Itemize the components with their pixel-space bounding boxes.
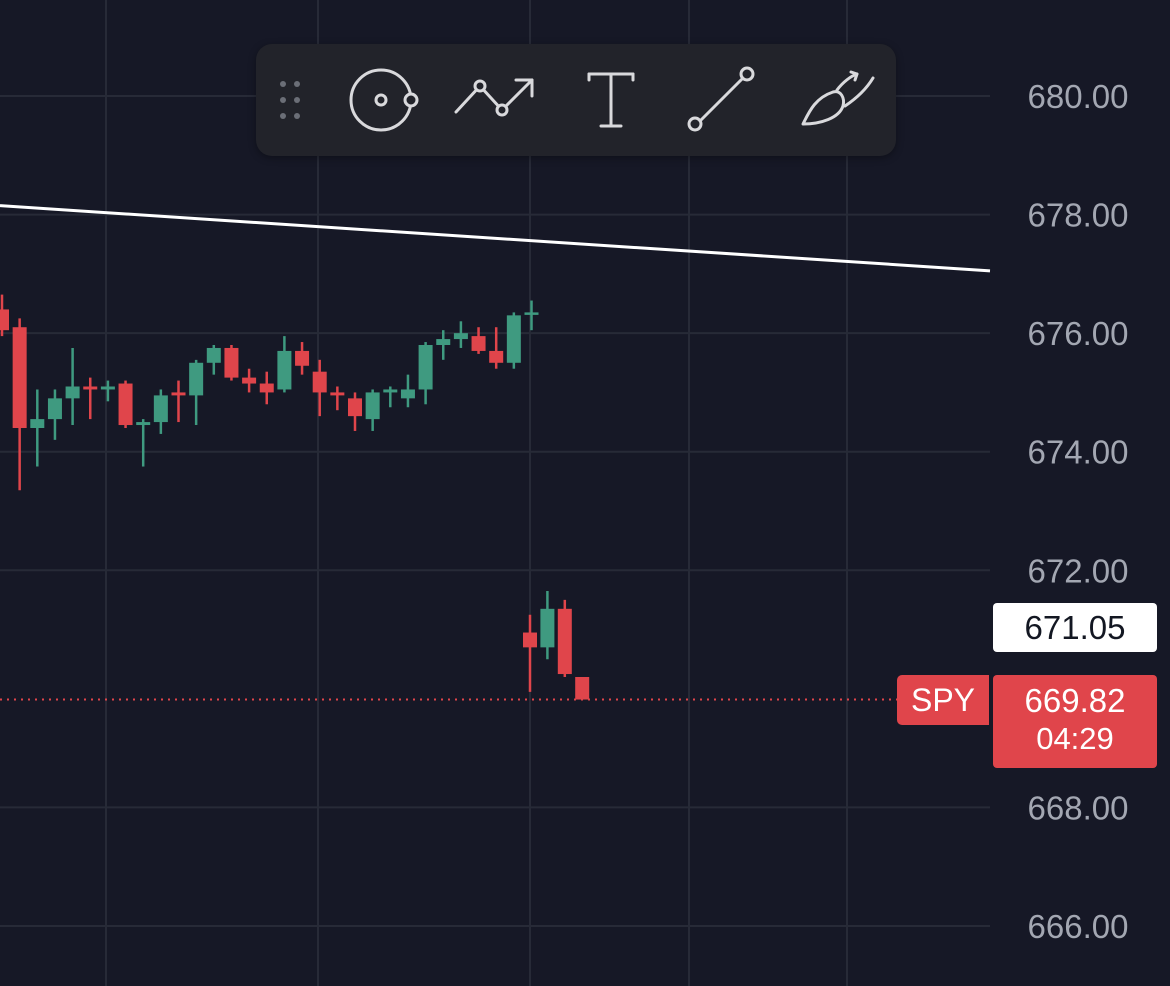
y-tick-label: 668.00: [1028, 789, 1129, 826]
last-price-value: 669.82: [1024, 682, 1126, 719]
candle-body: [242, 377, 257, 384]
candle-body: [224, 347, 239, 378]
candle-up: [189, 359, 204, 426]
overlays: [0, 204, 991, 701]
candle-body: [575, 676, 590, 700]
candle-up: [524, 300, 539, 331]
trend-line-icon[interactable]: [676, 44, 766, 156]
candle-down: [312, 359, 327, 417]
candle-body: [330, 392, 345, 396]
candle-up: [30, 389, 45, 467]
candle-body: [277, 350, 292, 390]
candle-down: [224, 344, 239, 381]
candle-body: [83, 386, 98, 390]
candle-down: [242, 368, 257, 393]
drawing-toolbar[interactable]: [256, 44, 896, 156]
candle-up: [418, 342, 433, 405]
candle-down: [330, 386, 345, 411]
candle-body: [118, 383, 133, 426]
candle-body: [206, 347, 221, 363]
candle-body: [189, 362, 204, 396]
candle-body: [171, 392, 186, 396]
candle-body: [30, 419, 45, 428]
candle-up: [206, 344, 221, 375]
candle-body: [12, 327, 27, 428]
candle-down: [259, 371, 274, 405]
candle-body: [557, 608, 572, 675]
candle-body: [383, 389, 398, 393]
candle-body: [348, 398, 362, 417]
candle-down: [118, 380, 133, 428]
candle-up: [65, 347, 80, 426]
candle-body: [365, 392, 380, 420]
candle-body: [47, 398, 62, 420]
y-tick-label: 676.00: [1028, 315, 1129, 352]
candles: [0, 294, 590, 700]
crosshair-price-label: 671.05: [993, 603, 1157, 652]
candle-body: [153, 395, 168, 423]
candle-body: [489, 350, 504, 363]
candle-up: [383, 386, 398, 408]
candle-body: [540, 608, 555, 648]
candle-up: [453, 321, 468, 348]
candle-up: [436, 330, 451, 360]
candle-up: [277, 336, 292, 393]
candle-body: [400, 389, 415, 399]
trendline[interactable]: [0, 204, 991, 273]
candle-body: [312, 371, 327, 393]
candle-down: [471, 327, 486, 354]
path-icon[interactable]: [450, 44, 540, 156]
candle-down: [12, 318, 27, 491]
candle-down: [575, 676, 590, 700]
price-axis[interactable]: 680.00 678.00 676.00 674.00 672.00 668.00 666.…: [1028, 78, 1129, 945]
candle-down: [523, 614, 537, 692]
y-tick-label: 672.00: [1028, 552, 1129, 589]
candle-up: [540, 591, 555, 660]
candle-body: [453, 333, 468, 340]
candle-up: [506, 312, 521, 369]
symbol-label: SPY: [897, 675, 989, 725]
drag-handle-icon[interactable]: [268, 44, 312, 156]
y-tick-label: 678.00: [1028, 197, 1129, 234]
brush-icon[interactable]: [792, 44, 882, 156]
candle-down: [83, 377, 98, 420]
candle-down: [295, 342, 310, 375]
text-tool-icon[interactable]: [566, 44, 656, 156]
candle-body: [506, 315, 521, 363]
candle-body: [65, 386, 80, 399]
candle-body: [471, 336, 486, 351]
candle-up: [47, 389, 62, 440]
candle-down: [348, 392, 362, 431]
candle-up: [136, 419, 151, 467]
candle-body: [0, 309, 9, 331]
candle-body: [295, 350, 310, 366]
candle-up: [153, 389, 168, 434]
candle-up: [365, 389, 380, 431]
candle-body: [100, 386, 115, 390]
candle-up: [400, 374, 415, 408]
candle-down: [171, 380, 186, 423]
candle-body: [136, 422, 151, 426]
candle-body: [418, 344, 433, 390]
y-tick-label: 674.00: [1028, 434, 1129, 471]
last-price-label: 669.82 04:29: [993, 675, 1157, 768]
candle-down: [0, 294, 9, 337]
y-tick-label: 666.00: [1028, 908, 1129, 945]
candle-body: [524, 312, 539, 315]
candle-body: [436, 339, 451, 345]
y-tick-label: 680.00: [1028, 78, 1129, 115]
bar-countdown: 04:29: [1036, 721, 1114, 756]
anchored-circle-icon[interactable]: [340, 44, 430, 156]
candle-body: [523, 632, 537, 648]
candle-body: [259, 383, 274, 393]
candle-down: [557, 599, 572, 677]
candle-up: [100, 380, 115, 402]
candle-down: [489, 327, 504, 369]
